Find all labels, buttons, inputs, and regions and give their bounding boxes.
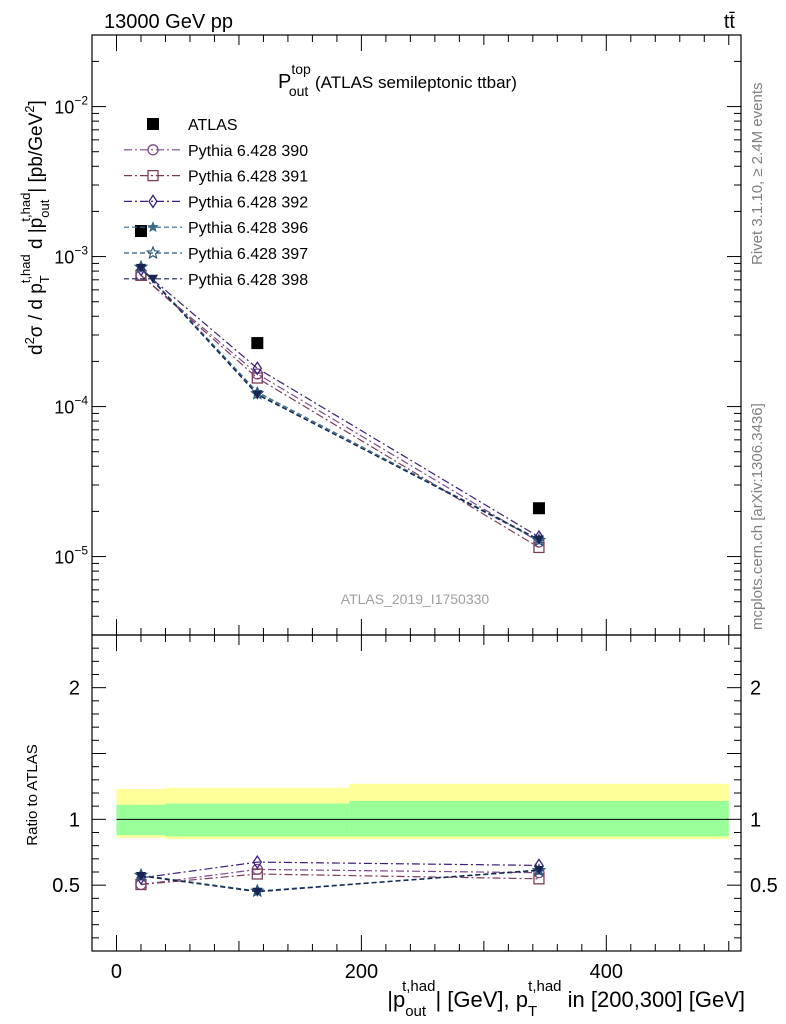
title-rest: (ATLAS semileptonic ttbar) <box>310 73 517 92</box>
legend-label: Pythia 6.428 397 <box>188 246 308 263</box>
main-y-ticks: 10−5 10−4 10−3 10−2 <box>54 34 741 636</box>
legend-label: Pythia 6.428 390 <box>188 143 308 160</box>
data-point <box>533 535 544 545</box>
title-main: P <box>278 71 291 93</box>
series-line <box>140 266 540 542</box>
ratio-tick-label-right: 2 <box>750 678 761 700</box>
ratio-tick-label-right: 1 <box>750 809 761 831</box>
series-line <box>140 274 540 543</box>
ratio-series-line <box>140 870 540 892</box>
legend: ATLAS Pythia 6.428 390 Pythia 6.428 391 Pyt… <box>124 117 308 289</box>
title-sub: out <box>289 83 309 99</box>
data-point <box>533 866 544 876</box>
plot-title: Ptop out (ATLAS semileptonic ttbar) <box>278 61 517 99</box>
main-x-ticks <box>115 35 730 635</box>
ratio-y-ticks: 0.5 0.5 1 1 2 2 <box>52 647 778 939</box>
data-point <box>147 118 159 130</box>
rivet-label: Rivet 3.1.10, ≥ 2.4M events <box>749 83 766 266</box>
data-point <box>252 854 263 870</box>
title-sup: top <box>291 61 311 77</box>
data-point <box>145 245 161 260</box>
data-point <box>252 390 263 400</box>
legend-label: Pythia 6.428 392 <box>188 194 308 211</box>
series-line <box>140 267 540 541</box>
ratio-tick-label-right: 0.5 <box>750 875 778 897</box>
header-left: 13000 GeV pp <box>104 11 233 33</box>
x-tick-label: 0 <box>111 961 122 983</box>
y-tick-label: 10−3 <box>54 244 88 268</box>
data-point <box>135 263 146 273</box>
data-point <box>148 194 158 209</box>
uncertainty-band-inner <box>349 800 729 837</box>
ratio-series-line <box>140 868 540 886</box>
ratio-tick-label-left: 0.5 <box>52 875 80 897</box>
ratio-plot-data <box>133 854 547 898</box>
data-point <box>532 502 545 515</box>
mcplots-label: mcplots.cern.ch [arXiv:1306.3436] <box>749 403 766 630</box>
ratio-x-ticks: 0 200 400 <box>111 635 730 983</box>
main-plot-data <box>133 225 547 554</box>
x-tick-label: 400 <box>590 961 623 983</box>
data-point <box>147 221 159 233</box>
ratio-tick-label-left: 1 <box>69 809 80 831</box>
uncertainty-band-inner <box>165 803 350 837</box>
ratio-series-line <box>140 869 540 892</box>
legend-label: Pythia 6.428 396 <box>188 220 308 237</box>
y-tick-label: 10−5 <box>54 544 88 568</box>
data-point <box>147 144 159 156</box>
ratio-panel: 0.5 0.5 1 1 2 2 0 200 400 Ratio to ATLAS <box>24 634 778 983</box>
ratio-bands <box>116 783 729 840</box>
data-point <box>148 274 158 284</box>
main-panel: 10−5 10−4 10−3 10−2 Ptop out (ATLAS semilept… <box>18 34 742 636</box>
ratio-y-label: Ratio to ATLAS <box>24 744 41 845</box>
series-line <box>140 269 540 538</box>
legend-label: Pythia 6.428 391 <box>188 169 308 186</box>
ratio-series-line <box>140 869 540 893</box>
legend-label: Pythia 6.428 398 <box>188 272 308 289</box>
data-point <box>251 372 263 384</box>
ratio-tick-label-left: 2 <box>69 678 80 700</box>
x-axis-label: |poutt,had| [GeV], pTt,had in [200,300] … <box>387 978 745 1020</box>
y-tick-label: 10−2 <box>54 94 88 118</box>
x-tick-label: 200 <box>345 961 378 983</box>
header-right: tt̄ <box>724 11 736 33</box>
series-line <box>140 266 540 541</box>
main-y-label: d2σ / d pTt,had d |poutt,had| [pb/GeV2] <box>18 100 52 355</box>
data-point <box>251 337 264 350</box>
y-tick-label: 10−4 <box>54 394 88 418</box>
uncertainty-band-inner <box>116 804 166 836</box>
data-point <box>134 225 147 238</box>
data-point <box>135 871 146 881</box>
analysis-watermark: ATLAS_2019_I1750330 <box>341 591 490 607</box>
legend-label: ATLAS <box>188 117 238 134</box>
ratio-series-line <box>140 861 540 879</box>
data-point <box>147 169 159 182</box>
data-point <box>252 887 263 897</box>
data-point <box>252 361 263 376</box>
